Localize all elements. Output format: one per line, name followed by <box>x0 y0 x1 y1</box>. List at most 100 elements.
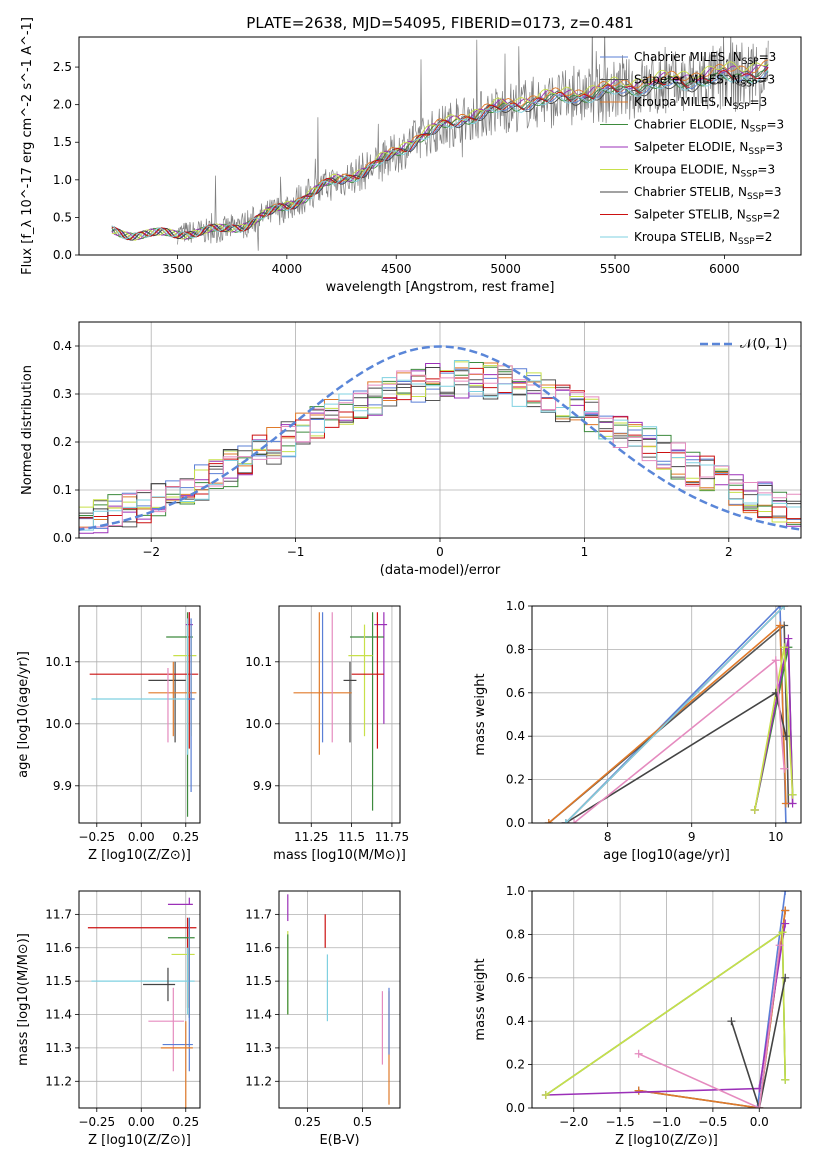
y-tick-label: 0.2 <box>53 435 72 449</box>
errorbar-point <box>349 612 384 811</box>
y-axis-label: mass weight <box>473 958 488 1040</box>
mass-vs-ebv-plot-area <box>279 891 400 1108</box>
errorbar-point <box>148 987 184 1072</box>
x-tick-label: 0.00 <box>128 1115 155 1129</box>
errorbar-point <box>143 967 176 1002</box>
y-tick-label: 11.6 <box>245 941 272 955</box>
spectrum-model-line <box>111 59 769 239</box>
x-axis-label: mass [log10(M/M⊙)] <box>273 848 406 863</box>
weight-marker <box>750 805 759 814</box>
weight-vs-age-plot-area <box>532 606 801 823</box>
y-tick-label: 11.3 <box>45 1041 72 1055</box>
x-tick-label: −0.25 <box>78 830 115 844</box>
weight-marker <box>781 1075 790 1084</box>
errorbar-point <box>87 917 197 1008</box>
normal-curve <box>79 345 801 531</box>
plots-container: 3500 4000 4500 5000 5500 6000 0.0 0.5 1.0 1.5 2.0 2… <box>16 17 802 1148</box>
plot-frame <box>531 605 802 824</box>
x-tick-label: −0.5 <box>698 1115 727 1129</box>
spectrum-model-line <box>111 64 769 241</box>
x-tick-label: −1.0 <box>652 1115 681 1129</box>
x-axis-label: Z [log10(Z/Z⊙)] <box>615 1133 718 1148</box>
age-vs-mass-chart: 11.25 11.5 11.75 9.9 10.0 10.1 mass [log10(M/M… <box>245 605 409 863</box>
y-axis-label: age [log10(age/yr)] <box>16 651 31 778</box>
spectrum-legend: Chabrier MILES, NSSP=3 Salpeter MILES, NS… <box>600 50 784 247</box>
legend-label: Salpeter ELODIE, NSSP=3 <box>634 140 783 157</box>
x-tick-label: 3500 <box>162 262 193 276</box>
y-tick-label: 0.4 <box>506 1014 525 1028</box>
weight-marker <box>781 732 790 741</box>
legend-label: Chabrier STELIB, NSSP=3 <box>634 185 782 202</box>
y-tick-label: 0.5 <box>53 210 72 224</box>
x-tick-label: 5000 <box>490 262 521 276</box>
errorbar-point <box>162 917 193 1072</box>
weight-vs-Z-plot-area <box>532 891 801 1108</box>
y-tick-label: 0.8 <box>506 927 525 941</box>
y-tick-label: 0.4 <box>506 729 525 743</box>
x-tick-label: 9 <box>688 830 696 844</box>
y-tick-label: 2.0 <box>53 98 72 112</box>
spectrum-data-line <box>177 37 769 251</box>
weight-vs-Z-chart: −2.0 −1.5 −1.0 −0.5 0.0 0.0 0.2 0.4 0.6 0.8 1.0 Z [… <box>473 884 802 1148</box>
y-tick-label: 0.4 <box>53 339 72 353</box>
errorbar-point <box>187 618 195 792</box>
weight-marker <box>727 1017 736 1026</box>
histogram-step-line <box>79 365 801 529</box>
y-tick-label: 11.2 <box>245 1074 272 1088</box>
x-axis-label: E(B-V) <box>319 1133 359 1148</box>
spectrum-chart: 3500 4000 4500 5000 5500 6000 0.0 0.5 1.0 1.5 2.0 2… <box>20 17 802 295</box>
weight-marker <box>775 941 784 950</box>
x-axis-label: age [log10(age/yr)] <box>603 848 730 863</box>
residual-hist-chart: −2 −1 0 1 2 0.0 0.1 0.2 0.3 0.4 (data-model)/error… <box>20 321 802 578</box>
legend-label: Salpeter STELIB, NSSP=2 <box>634 208 780 225</box>
plot-frame <box>78 321 802 539</box>
y-tick-label: 0.6 <box>506 971 525 985</box>
y-tick-label: 11.4 <box>245 1008 272 1022</box>
plot-frame <box>278 605 401 824</box>
y-tick-label: 0.0 <box>53 248 72 262</box>
y-tick-label: 1.0 <box>506 884 525 898</box>
x-tick-label: 6000 <box>709 262 740 276</box>
weight-marker <box>781 919 790 928</box>
x-tick-label: −2 <box>142 545 160 559</box>
weight-marker <box>780 643 789 652</box>
y-tick-label: 11.6 <box>45 941 72 955</box>
errorbar-point <box>343 661 357 743</box>
weight-line <box>545 923 786 1096</box>
x-tick-label: 4500 <box>381 262 412 276</box>
errorbar-point <box>351 612 384 749</box>
weight-marker <box>634 1049 643 1058</box>
histogram-step-line <box>79 360 801 531</box>
y-tick-label: 0.0 <box>506 816 525 830</box>
y-tick-label: 2.5 <box>53 60 72 74</box>
x-axis-label: (data-model)/error <box>380 563 501 578</box>
weight-marker <box>541 1090 550 1099</box>
page-title: PLATE=2638, MJD=54095, FIBERID=0173, z=0… <box>246 14 633 32</box>
x-tick-label: 0.0 <box>750 1115 769 1129</box>
x-tick-label: −1.5 <box>606 1115 635 1129</box>
x-tick-label: 0.25 <box>172 1115 199 1129</box>
y-tick-label: 0.2 <box>506 773 525 787</box>
age-vs-mass-plot-area <box>279 606 400 823</box>
mass-vs-Z-chart: −0.25 0.00 0.25 11.2 11.3 11.4 11.5 11.6 11.7 Z [… <box>16 890 201 1148</box>
legend-label: 𝒩(0, 1) <box>740 337 787 352</box>
weight-line <box>573 658 785 823</box>
y-tick-label: 0.3 <box>53 387 72 401</box>
weight-marker <box>780 606 789 610</box>
weight-marker <box>771 656 780 665</box>
y-tick-label: 10.0 <box>245 717 272 731</box>
x-tick-label: 11.25 <box>294 830 328 844</box>
weight-marker <box>780 764 789 773</box>
weight-line <box>730 977 786 1108</box>
x-axis-label: Z [log10(Z/Z⊙)] <box>88 848 191 863</box>
y-tick-label: 11.5 <box>245 974 272 988</box>
y-tick-label: 1.0 <box>506 599 525 613</box>
errorbar-point <box>348 624 373 737</box>
weight-marker <box>781 973 790 982</box>
y-tick-label: 11.2 <box>45 1074 72 1088</box>
x-tick-label: −0.25 <box>78 1115 115 1129</box>
legend-label: Kroupa ELODIE, NSSP=3 <box>634 163 775 180</box>
errorbar-point <box>374 612 388 724</box>
x-tick-label: 0.5 <box>353 1115 372 1129</box>
weight-line <box>638 945 781 1108</box>
